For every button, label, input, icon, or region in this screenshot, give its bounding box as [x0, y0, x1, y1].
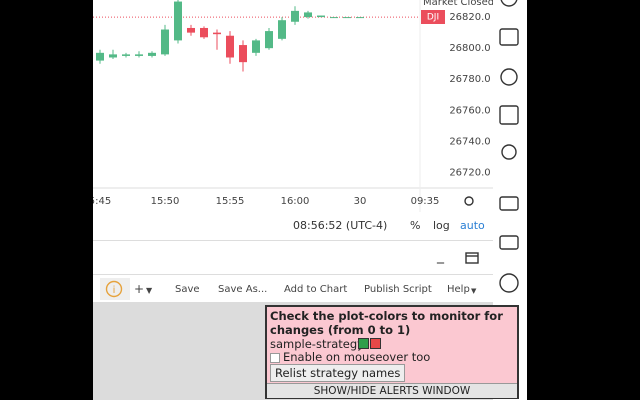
icon[interactable] [500, 0, 518, 7]
red-checkbox[interactable] [370, 338, 381, 349]
candle-body [239, 45, 247, 63]
log-toggle[interactable]: log [433, 219, 450, 232]
candle-body [213, 32, 221, 35]
candle-body [291, 10, 299, 22]
candle-body [200, 27, 208, 38]
toolbar-button[interactable]: Save [175, 284, 200, 295]
chart: Market Closed DJI 26820.0 26800.0 26780.0 2… [93, 0, 493, 212]
minimize-button[interactable]: _ [437, 248, 444, 264]
strategy-name: sample-strategy [270, 337, 364, 351]
candle-body [174, 1, 182, 41]
toolbar-button[interactable]: Publish Script [364, 284, 432, 295]
icon[interactable] [499, 28, 519, 46]
x-tick-label: 15:50 [151, 196, 180, 207]
dropdown-arrow: ▼ [471, 287, 477, 295]
candle-body [265, 31, 273, 49]
icon[interactable] [501, 144, 517, 160]
toolbar-button[interactable]: Save As... [218, 284, 268, 295]
auto-toggle[interactable]: auto [460, 219, 485, 232]
candle-body [96, 52, 104, 61]
candle-body [187, 27, 195, 33]
candle-body [135, 54, 143, 56]
x-tick-label: 15:55 [216, 196, 245, 207]
candle-body [148, 52, 156, 56]
green-checkbox[interactable] [358, 338, 369, 349]
candle-body [330, 17, 338, 19]
dropdown-arrow: ▼ [146, 286, 153, 295]
mouseover-checkbox[interactable] [270, 353, 280, 363]
candle-body [226, 35, 234, 58]
y-tick-label: 26780.0 [449, 74, 490, 85]
relist-button[interactable]: Relist strategy names [270, 364, 406, 382]
info-icon[interactable]: i [105, 280, 123, 298]
y-tick-label: 26800.0 [449, 43, 490, 54]
icon[interactable] [499, 196, 519, 211]
candle-body [161, 29, 169, 55]
candle-body [317, 15, 325, 18]
alert-popup: Check the plot-colors to monitor for cha… [265, 305, 519, 399]
candle-body [122, 54, 130, 56]
x-tick-label: 5:45 [93, 196, 111, 207]
separator [93, 274, 527, 275]
candle-body [252, 40, 260, 53]
icon[interactable] [499, 105, 519, 125]
toggle-alerts-button[interactable]: SHOW/HIDE ALERTS WINDOW [267, 383, 517, 398]
symbol-tag [421, 10, 445, 24]
info-slot [100, 278, 130, 300]
y-tick-label: 26760.0 [449, 105, 490, 116]
x-tick-label: 09:35 [411, 196, 440, 207]
y-tick-label: 26720.0 [449, 167, 490, 178]
popup-title: Check the plot-colors to monitor for cha… [270, 309, 503, 337]
svg-text:i: i [113, 285, 116, 296]
candle-body [304, 12, 312, 18]
candle-body [356, 17, 364, 19]
x-tick-label: 16:00 [281, 196, 310, 207]
icon[interactable] [500, 68, 518, 86]
maximize-button[interactable] [465, 252, 479, 264]
mouseover-label: Enable on mouseover too [283, 350, 431, 364]
symbol: DJI [427, 13, 439, 23]
x-tick-label: 30 [354, 196, 367, 207]
icon[interactable] [499, 235, 519, 250]
icon[interactable] [499, 273, 519, 293]
settings-icon[interactable] [464, 196, 474, 206]
separator [93, 240, 493, 241]
add-button[interactable]: + [134, 282, 145, 296]
y-tick-label: 26740.0 [449, 136, 490, 147]
toolbar-button[interactable]: Add to Chart [284, 284, 348, 295]
candle-body [278, 20, 286, 39]
y-tick-label: 26820.0 [449, 12, 490, 23]
market-status: Market Closed [423, 0, 493, 8]
clock: 08:56:52 (UTC-4) [293, 219, 388, 232]
toolbar-button[interactable]: Help [447, 284, 470, 295]
candle-body [109, 54, 117, 58]
percent-toggle[interactable]: % [410, 219, 421, 232]
candle-body [343, 17, 351, 19]
